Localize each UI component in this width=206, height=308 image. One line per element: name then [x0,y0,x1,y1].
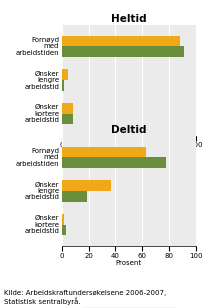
Bar [62,114,73,124]
Bar [62,157,166,168]
Bar [62,36,180,47]
Bar [62,80,64,91]
Title: Heltid: Heltid [111,14,146,24]
Bar [62,191,87,202]
Bar [62,180,111,191]
Bar [62,147,146,157]
X-axis label: Prosent: Prosent [116,260,142,266]
Bar [62,214,64,225]
Bar [62,103,73,114]
Bar [62,69,68,80]
Text: Kilde: Arbeidskraftundersøkelsene 2006-2007,
Statistisk sentralbyrå.: Kilde: Arbeidskraftundersøkelsene 2006-2… [4,290,166,305]
Bar [62,225,66,235]
Title: Deltid: Deltid [111,125,146,135]
Bar [62,47,184,57]
X-axis label: Prosent: Prosent [116,149,142,155]
